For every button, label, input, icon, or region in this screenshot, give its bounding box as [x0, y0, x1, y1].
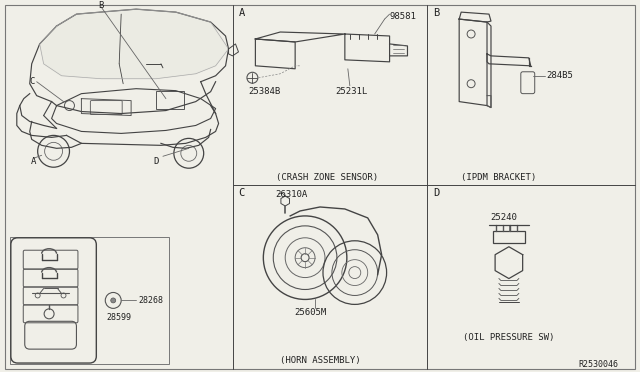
Text: R2530046: R2530046 — [578, 360, 618, 369]
Polygon shape — [40, 9, 228, 79]
Text: (HORN ASSEMBLY): (HORN ASSEMBLY) — [280, 356, 360, 365]
Text: D: D — [154, 157, 159, 166]
Text: C: C — [239, 188, 244, 198]
Text: (OIL PRESSURE SW): (OIL PRESSURE SW) — [463, 333, 555, 342]
Text: 26310A: 26310A — [275, 190, 307, 199]
Text: 28268: 28268 — [138, 296, 163, 305]
Bar — [156, 91, 184, 109]
Text: (IPDM BRACKET): (IPDM BRACKET) — [461, 173, 536, 182]
Text: A: A — [31, 157, 36, 166]
Text: B: B — [99, 1, 104, 10]
Text: 25231L: 25231L — [335, 87, 367, 96]
Text: D: D — [433, 188, 440, 198]
Text: 25240: 25240 — [490, 214, 517, 222]
Text: 28599: 28599 — [106, 313, 131, 322]
Text: B: B — [433, 8, 440, 18]
Bar — [10, 237, 169, 364]
Text: 98581: 98581 — [390, 12, 417, 20]
Circle shape — [111, 298, 116, 303]
Bar — [493, 231, 525, 243]
Text: 284B5: 284B5 — [547, 71, 573, 80]
Text: 25605M: 25605M — [294, 308, 326, 317]
Text: C: C — [29, 77, 35, 86]
Text: (CRASH ZONE SENSOR): (CRASH ZONE SENSOR) — [276, 173, 378, 182]
Text: 25384B: 25384B — [248, 87, 281, 96]
Text: A: A — [239, 8, 244, 18]
